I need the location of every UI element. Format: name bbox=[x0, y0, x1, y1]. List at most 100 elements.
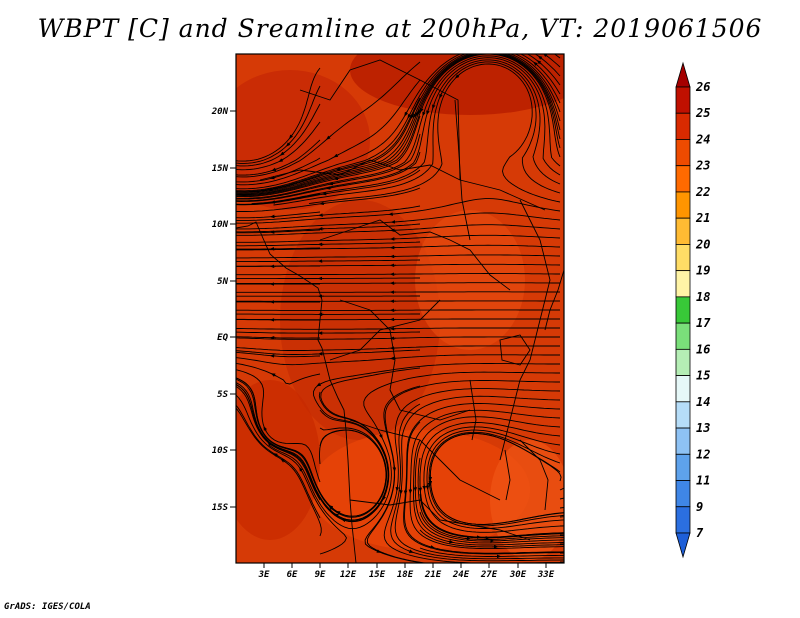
streamline-arrow bbox=[335, 510, 342, 515]
colorbar-label: 7 bbox=[696, 526, 704, 540]
streamline-arrow bbox=[439, 92, 443, 99]
streamline-arrow bbox=[270, 373, 277, 377]
streamline bbox=[236, 277, 420, 280]
border-north-west bbox=[299, 59, 461, 181]
streamline bbox=[236, 115, 421, 198]
streamline-arrow bbox=[321, 191, 328, 196]
streamline bbox=[419, 475, 564, 538]
border-south-2 bbox=[349, 499, 531, 541]
streamline-arrow bbox=[413, 112, 417, 119]
colorbar-label: 9 bbox=[696, 500, 703, 514]
mozambique-channel bbox=[519, 439, 549, 511]
latitude-axis: 20N 15N 10N 5N EQ 5S 10S 15S bbox=[211, 107, 236, 513]
streamline-arrow bbox=[410, 113, 415, 120]
streamline bbox=[236, 133, 421, 200]
colorbar-label: 18 bbox=[696, 290, 710, 304]
streamline bbox=[414, 416, 564, 544]
streamline bbox=[236, 169, 421, 206]
lon-tick-label: 18E bbox=[397, 570, 414, 580]
river-congo bbox=[329, 299, 441, 361]
lon-tick-label: 15E bbox=[369, 570, 386, 580]
streamline bbox=[236, 212, 561, 230]
streamline-arrow bbox=[328, 181, 335, 186]
colorbar-label: 20 bbox=[695, 237, 710, 251]
streamline-arrow bbox=[379, 433, 383, 439]
streamline-arrow bbox=[333, 153, 340, 158]
colorbar-band bbox=[675, 139, 691, 167]
streamline-arrow bbox=[417, 108, 422, 115]
lon-tick-label: 9E bbox=[315, 570, 326, 580]
border-central-2 bbox=[339, 299, 471, 421]
streamline-arrow bbox=[536, 60, 542, 65]
streamline bbox=[236, 369, 321, 483]
colorbar-label: 21 bbox=[695, 211, 710, 225]
colorbar-label: 23 bbox=[695, 159, 710, 173]
streamline-arrow bbox=[407, 549, 414, 553]
streamline-arrow bbox=[279, 151, 286, 156]
colorbar-label: 25 bbox=[695, 106, 710, 120]
streamline bbox=[236, 198, 561, 224]
colorbar-band bbox=[675, 217, 691, 245]
lat-tick-label: 15S bbox=[212, 503, 229, 513]
streamline-arrow bbox=[271, 167, 278, 172]
colorbar-band bbox=[675, 86, 691, 114]
lake-victoria bbox=[499, 334, 531, 366]
colorbar-label: 22 bbox=[695, 185, 710, 199]
lake-tanganyika bbox=[469, 379, 477, 441]
streamline-arrow bbox=[326, 186, 333, 190]
colorbar-label: 24 bbox=[695, 132, 710, 146]
streamline bbox=[419, 511, 564, 542]
streamline-arrow bbox=[273, 453, 279, 457]
streamline-arrow bbox=[278, 158, 285, 163]
streamline-arrow bbox=[333, 176, 340, 181]
streamline bbox=[251, 59, 561, 205]
border-central-1 bbox=[319, 219, 511, 291]
colorbar-label: 14 bbox=[696, 395, 710, 409]
colorbar-band bbox=[675, 191, 691, 219]
streamline bbox=[236, 349, 421, 355]
streamline-arrow bbox=[420, 106, 424, 113]
shade-dark-north bbox=[350, 54, 564, 115]
streamline-arrow bbox=[270, 175, 277, 180]
streamline-arrow bbox=[375, 549, 382, 553]
chart-title: WBPT [C] and Sreamline at 200hPa, VT: 20… bbox=[37, 14, 763, 43]
streamline bbox=[236, 331, 421, 334]
colorbar-band bbox=[675, 480, 691, 508]
streamline bbox=[423, 426, 564, 533]
streamline-arrow bbox=[285, 141, 291, 147]
border-sahel bbox=[259, 159, 546, 211]
streamline bbox=[559, 507, 564, 509]
longitude-axis: 3E 6E 9E 12E 15E 18E 21E 24E 27E 30E 33E bbox=[258, 563, 555, 580]
map-plot-area bbox=[235, 53, 565, 564]
streamline-arrow bbox=[422, 110, 426, 117]
streamline bbox=[236, 139, 321, 176]
streamline bbox=[236, 407, 322, 537]
lon-tick-label: 3E bbox=[258, 570, 270, 580]
colorbar-label: 13 bbox=[696, 421, 710, 435]
streamline-arrow bbox=[267, 187, 274, 192]
streamline-arrow bbox=[263, 425, 268, 432]
streamline-arrow bbox=[432, 103, 436, 110]
streamline-arrow bbox=[533, 61, 539, 67]
colorbar-band bbox=[675, 296, 691, 324]
streamline bbox=[429, 433, 564, 525]
streamline bbox=[526, 54, 561, 86]
colorbar-band bbox=[675, 401, 691, 429]
colorbar-band bbox=[675, 506, 691, 534]
streamline bbox=[236, 57, 561, 202]
streamline-arrow bbox=[267, 441, 273, 447]
colorbar-band bbox=[675, 453, 691, 481]
streamline bbox=[419, 547, 564, 557]
streamline-arrow bbox=[428, 545, 436, 549]
colorbar-top-triangle bbox=[675, 61, 691, 88]
streamline-arrow bbox=[335, 167, 342, 171]
colorbar-band bbox=[675, 322, 691, 350]
streamline bbox=[236, 103, 321, 167]
colorbar-band bbox=[675, 165, 691, 193]
streamline-arrow bbox=[415, 110, 420, 117]
streamline bbox=[268, 371, 560, 530]
colorbar-label: 17 bbox=[696, 316, 711, 330]
streamline bbox=[403, 403, 564, 555]
lat-tick-label: 10S bbox=[212, 446, 229, 456]
streamline bbox=[543, 54, 561, 68]
